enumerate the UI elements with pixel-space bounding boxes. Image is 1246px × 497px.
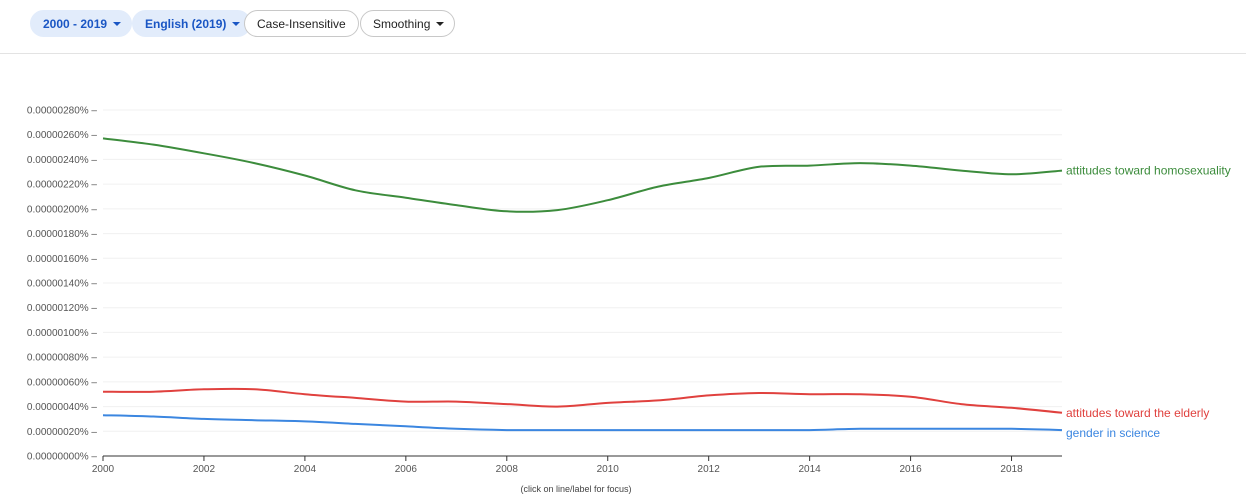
x-tick-label: 2006: [395, 464, 418, 475]
corpus-dropdown[interactable]: English (2019): [132, 10, 252, 37]
axes: 0.00000000% – 0.00000020% – 0.00000040% – 0…: [27, 106, 1023, 476]
y-tick-label: 0.00000260% –: [27, 130, 98, 141]
y-tick-label: 0.00000220% –: [27, 180, 98, 191]
smoothing-label: Smoothing: [373, 16, 431, 31]
ngram-chart: 0.00000000% – 0.00000020% – 0.00000040% – 0…: [27, 106, 1231, 495]
x-tick-label: 2012: [698, 464, 721, 475]
case-insensitive-label: Case-Insensitive: [257, 16, 346, 31]
y-tick-label: 0.00000000% –: [27, 452, 98, 463]
x-tick-label: 2014: [799, 464, 822, 475]
y-tick-label: 0.00000200% –: [27, 204, 98, 215]
series-line[interactable]: [102, 137, 1063, 213]
x-tick-label: 2004: [294, 464, 317, 475]
x-tick-label: 2010: [597, 464, 620, 475]
series-label[interactable]: attitudes toward homosexuality: [1066, 164, 1231, 178]
y-tick-label: 0.00000140% –: [27, 279, 98, 290]
y-tick-label: 0.00000120% –: [27, 303, 98, 314]
series-label[interactable]: attitudes toward the elderly: [1066, 406, 1209, 420]
series-label[interactable]: gender in science: [1066, 426, 1160, 440]
gridlines: [103, 109, 1062, 457]
x-tick-label: 2018: [1000, 464, 1023, 475]
chevron-down-icon: [113, 21, 122, 26]
y-tick-label: 0.00000180% –: [27, 229, 98, 240]
chevron-down-icon: [436, 21, 445, 26]
y-tick-label: 0.00000020% –: [27, 427, 98, 438]
series-labels: attitudes toward homosexuality attitudes …: [1066, 164, 1231, 440]
toolbar: 2000 - 2019 English (2019) Case-Insensit…: [0, 0, 1246, 54]
x-tick-label: 2008: [496, 464, 519, 475]
case-insensitive-toggle[interactable]: Case-Insensitive: [244, 10, 359, 37]
y-tick-label: 0.00000080% –: [27, 353, 98, 364]
focus-hint: (click on line/label for focus): [520, 484, 631, 494]
x-tick-label: 2016: [899, 464, 922, 475]
y-tick-label: 0.00000160% –: [27, 254, 98, 265]
x-tick-label: 2000: [92, 464, 115, 475]
y-tick-label: 0.00000040% –: [27, 402, 98, 413]
y-tick-label: 0.00000060% –: [27, 377, 98, 388]
smoothing-dropdown[interactable]: Smoothing: [360, 10, 456, 37]
corpus-label: English (2019): [145, 16, 227, 31]
series-line[interactable]: [102, 414, 1063, 432]
x-tick-label: 2002: [193, 464, 216, 475]
y-tick-label: 0.00000100% –: [27, 328, 98, 339]
y-tick-label: 0.00000280% –: [27, 106, 98, 117]
series-lines: [102, 137, 1063, 432]
series-line[interactable]: [102, 387, 1063, 414]
chevron-down-icon: [232, 21, 241, 26]
y-tick-label: 0.00000240% –: [27, 155, 98, 166]
year-range-dropdown[interactable]: 2000 - 2019: [30, 10, 133, 37]
year-range-label: 2000 - 2019: [43, 16, 108, 31]
